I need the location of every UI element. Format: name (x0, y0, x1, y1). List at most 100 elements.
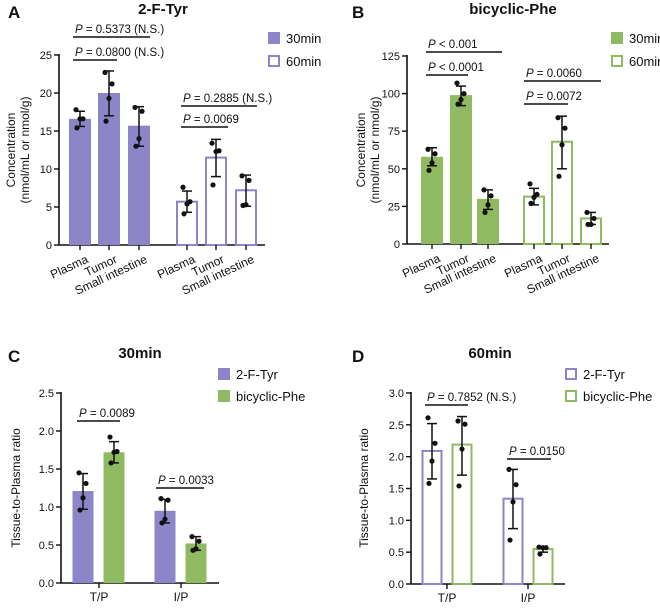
y-axis-label-line: Concentration (4, 113, 18, 188)
y-tick-label: 2.0 (389, 452, 404, 464)
data-point (246, 177, 252, 183)
data-point (111, 449, 117, 455)
y-tick-label: 100 (382, 89, 400, 101)
y-tick-label: 0 (394, 239, 400, 251)
data-point (459, 446, 465, 452)
data-point (507, 537, 513, 543)
bar-bicyclic-Phe-I/P (185, 543, 207, 583)
data-point (540, 545, 546, 551)
x-tick-label: I/P (174, 590, 189, 604)
p-value-label: P = 0.7852 (N.S.) (427, 392, 516, 404)
legend-swatch (611, 32, 623, 44)
bar-30min-Tumor (98, 93, 120, 245)
p-value-label: P = 0.0089 (79, 408, 135, 420)
p-symbol: P (183, 114, 191, 126)
bar-bicyclic-Phe-I/P (532, 547, 554, 586)
data-point (73, 107, 79, 113)
bar-30min-Plasma (421, 156, 443, 244)
p-value-text: < 0.0001 (436, 62, 484, 74)
data-point (555, 115, 561, 121)
chart-title: 2-F-Tyr (138, 1, 188, 18)
data-point (196, 538, 202, 544)
y-axis-label: Tissue-to-Plasma ratio (357, 428, 371, 548)
data-point (455, 101, 461, 107)
data-point (106, 95, 112, 101)
data-point (74, 125, 80, 131)
panel-D: D 60min 0.0 0.5 1.0 1.5 2.0 2.5 3.0 Tissue-to-Pla… (352, 345, 652, 605)
y-tick-label: 1.5 (39, 464, 54, 476)
data-point (527, 181, 533, 187)
data-point (209, 140, 215, 146)
data-point (189, 534, 195, 540)
legend-swatch (268, 32, 280, 44)
y-axis-label-line: Concentration (354, 113, 368, 188)
data-point (461, 91, 467, 97)
data-point (481, 187, 487, 193)
data-point (462, 421, 468, 427)
data-point (531, 194, 537, 200)
p-symbol: P (509, 446, 517, 458)
p-value-label: P < 0.0001 (428, 62, 484, 74)
data-point (458, 97, 464, 103)
p-value-label: P = 0.0150 (509, 446, 565, 458)
data-point (77, 507, 83, 513)
data-point (213, 148, 219, 155)
p-value-label: P < 0.001 (428, 39, 478, 51)
panel-A: A 2-F-Tyr 0 5 10 15 20 25 Concentration(nmol/mL … (4, 1, 321, 298)
y-tick-label: 0 (46, 240, 52, 252)
y-tick-label: 20 (40, 88, 52, 100)
y-tick-label: 0.5 (389, 547, 404, 559)
y-tick-label: 1.5 (389, 484, 404, 496)
panel-letter: A (8, 3, 20, 22)
data-point (162, 516, 168, 522)
p-symbol: P (79, 408, 87, 420)
p-symbol: P (158, 475, 166, 487)
data-point (425, 146, 431, 152)
x-tick-label: T/P (90, 590, 109, 604)
data-point (454, 80, 460, 86)
panel-C: C 30min 0.0 0.5 1.0 1.5 2.0 2.5 Tissue-to-Plasma… (8, 345, 305, 604)
p-symbol: P (428, 62, 436, 74)
y-tick-label: 10 (40, 164, 52, 176)
legend-label: 60min (286, 54, 321, 69)
y-tick-label: 50 (388, 164, 400, 176)
p-value-text: = 0.5373 (N.S.) (83, 24, 165, 36)
x-tick-label: I/P (521, 591, 536, 604)
chart-title: bicyclic-Phe (469, 1, 557, 18)
p-symbol: P (526, 68, 534, 80)
data-point (426, 480, 432, 487)
p-value-label: P = 0.5373 (N.S.) (75, 24, 164, 36)
data-point (429, 458, 435, 464)
chart-title: 60min (468, 345, 511, 362)
data-point (585, 221, 591, 228)
legend-swatch (565, 368, 577, 380)
chart-title: 30min (118, 345, 161, 362)
legend-label: 60min (629, 54, 660, 69)
p-symbol: P (427, 392, 435, 404)
data-point (102, 69, 108, 76)
legend-swatch (565, 390, 577, 402)
y-tick-label: 3.0 (389, 388, 404, 400)
data-point (456, 483, 462, 489)
data-point (159, 520, 165, 526)
panel-letter: C (8, 347, 20, 366)
p-value-text: = 0.0033 (166, 475, 214, 487)
data-point (485, 202, 491, 208)
data-point (181, 211, 187, 217)
y-axis-label: Tissue-to-Plasma ratio (9, 428, 23, 548)
bar-2-F-Tyr-T/P (72, 491, 94, 583)
legend-swatch (611, 55, 623, 67)
p-symbol: P (526, 91, 534, 103)
y-axis-label-line: (nmol/mL or nmol/g) (18, 97, 32, 204)
data-point (425, 415, 431, 421)
p-symbol: P (75, 24, 83, 36)
y-tick-label: 15 (40, 126, 52, 138)
y-tick-label: 25 (388, 201, 400, 213)
p-value-text: = 0.0069 (191, 114, 239, 126)
p-value-label: P = 0.0060 (526, 68, 582, 80)
data-point (562, 125, 568, 131)
data-point (107, 434, 113, 440)
y-tick-label: 2.5 (389, 420, 404, 432)
